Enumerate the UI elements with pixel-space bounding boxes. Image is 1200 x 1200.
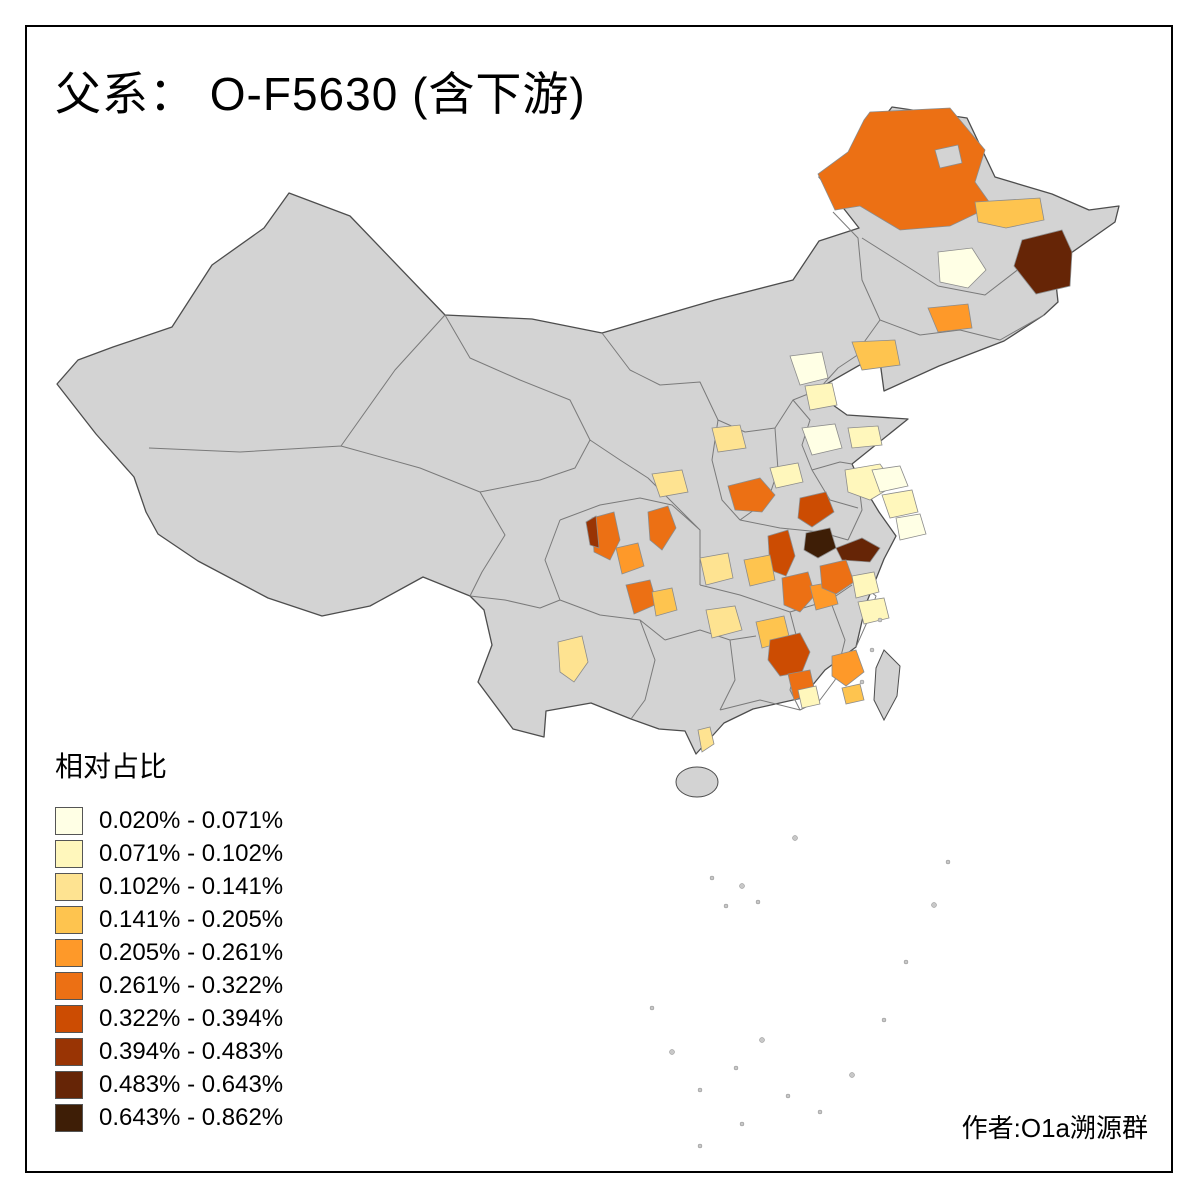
legend-row: 0.020% - 0.071% — [55, 807, 283, 835]
patch-henan-west-orange — [727, 477, 776, 513]
patch-ne-cream — [937, 247, 987, 289]
patch-ne-inner-mongolia-enclave — [934, 144, 963, 169]
islands — [675, 617, 901, 798]
legend-label: 0.141% - 0.205% — [99, 906, 284, 933]
patch-ne-central-orange — [927, 303, 973, 333]
legend-row: 0.322% - 0.394% — [55, 1005, 283, 1033]
patch-sichuan-ne-orange — [647, 505, 677, 551]
legend-swatch — [55, 1104, 83, 1132]
patch-fujian-north-orange — [831, 649, 865, 687]
patch-fujian-coast-light — [841, 683, 865, 705]
patch-sichuan-mid — [615, 542, 645, 575]
legend-swatch — [55, 1038, 83, 1066]
legend: 相对占比 0.020% - 0.071% 0.071% - 0.102% 0.1… — [55, 745, 283, 1137]
prefecture-patches — [557, 107, 1073, 753]
legend-row: 0.102% - 0.141% — [55, 873, 283, 901]
legend-label: 0.261% - 0.322% — [99, 972, 284, 999]
patch-jiangsu-2 — [881, 489, 919, 519]
legend-label: 0.322% - 0.394% — [99, 1005, 284, 1032]
legend-swatch — [55, 906, 83, 934]
legend-row: 0.071% - 0.102% — [55, 840, 283, 868]
patch-shanxi-north — [711, 424, 747, 453]
south-china-sea-islets — [649, 835, 951, 1149]
legend-row: 0.643% - 0.862% — [55, 1104, 283, 1132]
patch-north-pale-3 — [801, 423, 843, 456]
patch-yunnan-center-light — [557, 635, 589, 683]
patch-anhui-north-dark — [835, 537, 881, 563]
patch-hubei-west-light — [743, 554, 776, 587]
taiwan-island — [873, 649, 901, 722]
patch-north-pale-2 — [804, 382, 838, 411]
legend-swatch — [55, 873, 83, 901]
patch-anhui-southeast-pale — [857, 597, 890, 625]
legend-swatch — [55, 1005, 83, 1033]
patch-leizhou-light — [697, 726, 715, 753]
legend-swatch — [55, 807, 83, 835]
patch-guizhou-north-light — [705, 605, 743, 639]
patch-ne-north-band — [974, 197, 1045, 229]
patch-henan-south-darkest — [803, 527, 837, 559]
patch-henan-center-dark — [797, 491, 835, 528]
legend-row: 0.483% - 0.643% — [55, 1071, 283, 1099]
patch-anhui-south-pale — [851, 571, 880, 599]
patch-wuhan-area — [819, 559, 855, 595]
legend-label: 0.205% - 0.261% — [99, 939, 284, 966]
legend-label: 0.102% - 0.141% — [99, 873, 284, 900]
legend-label: 0.483% - 0.643% — [99, 1071, 284, 1098]
legend-label: 0.071% - 0.102% — [99, 840, 284, 867]
legend-row: 0.261% - 0.322% — [55, 972, 283, 1000]
legend-label: 0.643% - 0.862% — [99, 1104, 284, 1131]
patch-guangdong-east-pale — [797, 685, 821, 709]
patch-north-beijing-area — [789, 351, 829, 386]
patch-chengdu-west-dark — [585, 515, 600, 549]
legend-title: 相对占比 — [55, 751, 168, 782]
patch-north-bohai-pale — [847, 425, 883, 449]
patch-jiangsu-1 — [871, 465, 909, 493]
patch-sichuan-south-light — [651, 587, 678, 617]
legend-row: 0.394% - 0.483% — [55, 1038, 283, 1066]
patch-ne-liaoning-west — [851, 339, 901, 371]
patch-henan-north-pale — [769, 462, 804, 489]
legend-label: 0.394% - 0.483% — [99, 1038, 284, 1065]
author-credit: 作者:O1a溯源群 — [961, 1113, 1148, 1143]
patch-ne-inner-mongolia-east — [817, 107, 993, 231]
patch-chongqing-ne-light — [699, 552, 734, 586]
legend-label: 0.020% - 0.071% — [99, 807, 284, 834]
legend-row: 0.141% - 0.205% — [55, 906, 283, 934]
patch-hubei-south-orange — [781, 571, 816, 613]
legend-swatch — [55, 840, 83, 868]
page-title: 父系： O-F5630 (含下游) — [55, 68, 586, 120]
legend-swatch — [55, 939, 83, 967]
patch-jiangsu-3 — [895, 513, 927, 541]
patch-ne-east-dark — [1013, 229, 1073, 295]
legend-row: 0.205% - 0.261% — [55, 939, 283, 967]
hainan-island — [675, 766, 719, 798]
legend-swatch — [55, 972, 83, 1000]
patch-shaanxi-north — [651, 469, 689, 498]
legend-swatch — [55, 1071, 83, 1099]
